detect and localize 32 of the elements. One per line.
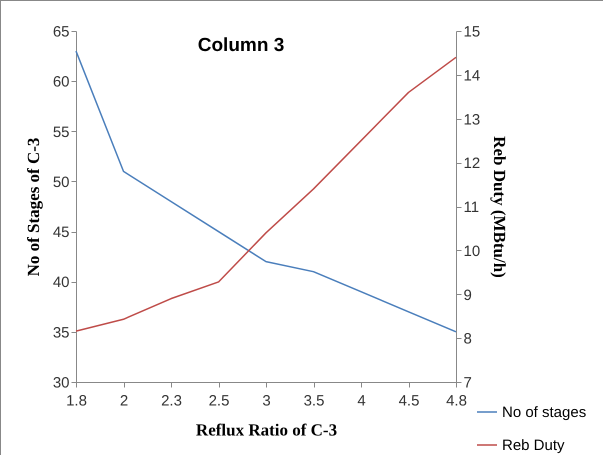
y-tick-label: 30	[52, 374, 70, 392]
y2-tick-label: 12	[464, 155, 480, 172]
x-tick-label: 4.5	[398, 392, 420, 410]
y2-tick-label: 15	[464, 24, 480, 40]
y2-tick-label: 13	[464, 111, 480, 128]
y-tick-label: 50	[52, 174, 70, 191]
y2-axis-title: Reb Duty (MBtu/h)	[490, 136, 510, 278]
y-axis-title: No of Stages of C-3	[24, 138, 43, 276]
y-tick-label: 45	[52, 224, 70, 242]
y2-tick-label: 7	[464, 374, 472, 392]
y-tick-label: 60	[52, 74, 70, 91]
y2-tick-label: 11	[464, 199, 480, 216]
x-tick-label: 4	[357, 392, 366, 410]
x-tick-label: 3.5	[304, 392, 324, 410]
x-axis-title: Reflux Ratio of C-3	[196, 420, 338, 440]
x-tick-label: 2.5	[208, 392, 230, 410]
x-tick-label: 4.8	[446, 392, 467, 410]
y2-tick-label: 9	[464, 286, 472, 304]
legend-label: Reb Duty	[502, 437, 566, 454]
chart-title: Column 3	[198, 35, 284, 56]
y-tick-label: 40	[52, 274, 70, 292]
y2-tick-label: 10	[464, 242, 480, 260]
x-tick-label: 2	[120, 392, 128, 410]
x-tick-label: 3	[262, 392, 271, 410]
legend-label: No of stages	[502, 404, 586, 421]
y-tick-label: 55	[52, 124, 70, 141]
x-tick-label: 1.8	[66, 392, 87, 410]
y-tick-label: 65	[52, 24, 70, 40]
y2-tick-label: 14	[464, 67, 480, 84]
x-tick-label: 2.3	[161, 392, 182, 410]
y2-tick-label: 8	[464, 330, 472, 348]
y-tick-label: 35	[52, 324, 70, 342]
